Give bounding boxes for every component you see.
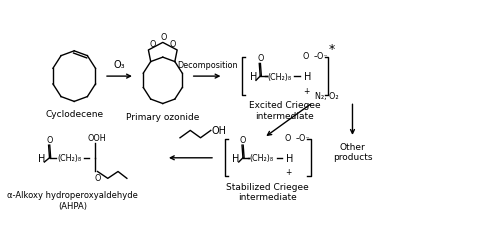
Text: H: H (304, 72, 312, 82)
Text: H: H (232, 153, 239, 163)
Text: (CH₂)₈: (CH₂)₈ (58, 154, 82, 163)
Text: (CH₂)₈: (CH₂)₈ (250, 154, 274, 163)
Text: O: O (257, 54, 264, 63)
Text: O: O (302, 52, 309, 61)
Text: OH: OH (211, 126, 226, 136)
Text: Other
products: Other products (332, 142, 372, 162)
Text: OOH: OOH (88, 133, 106, 142)
Text: Cyclodecene: Cyclodecene (45, 109, 104, 118)
Text: O: O (170, 40, 175, 49)
Text: N₂, O₂: N₂, O₂ (315, 91, 339, 100)
Text: (CH₂)₈: (CH₂)₈ (267, 72, 291, 81)
Text: Primary ozonide: Primary ozonide (126, 112, 200, 121)
Text: Decomposition: Decomposition (177, 61, 238, 70)
Text: α-Alkoxy hydroperoxyaldehyde
(AHPA): α-Alkoxy hydroperoxyaldehyde (AHPA) (8, 191, 138, 210)
Text: H: H (286, 153, 294, 163)
Text: H: H (38, 153, 46, 163)
Text: –O⁻: –O⁻ (314, 52, 328, 61)
Text: O₃: O₃ (114, 60, 125, 70)
Text: *: * (328, 43, 335, 56)
Text: H: H (250, 72, 257, 82)
Text: O: O (46, 135, 52, 144)
Text: O: O (240, 135, 246, 144)
Text: O: O (160, 33, 166, 42)
Text: O: O (150, 40, 156, 49)
Text: +: + (303, 86, 310, 95)
Text: Excited Criegee
intermediate: Excited Criegee intermediate (249, 101, 320, 120)
Text: O: O (94, 173, 100, 182)
Text: Stabilized Criegee
intermediate: Stabilized Criegee intermediate (226, 182, 309, 201)
Text: O: O (285, 133, 292, 142)
Text: +: + (286, 168, 292, 177)
Text: –O⁻: –O⁻ (296, 133, 310, 142)
